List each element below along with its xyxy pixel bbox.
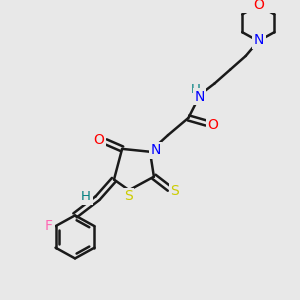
Text: S: S — [170, 184, 179, 198]
Text: S: S — [124, 190, 133, 203]
Text: O: O — [253, 0, 264, 13]
Text: N: N — [150, 143, 161, 157]
Text: N: N — [254, 34, 264, 47]
Text: O: O — [208, 118, 218, 132]
Text: H: H — [191, 83, 201, 96]
Text: F: F — [45, 219, 53, 232]
Text: H: H — [81, 190, 91, 203]
Text: O: O — [94, 133, 104, 147]
Text: N: N — [194, 90, 205, 104]
